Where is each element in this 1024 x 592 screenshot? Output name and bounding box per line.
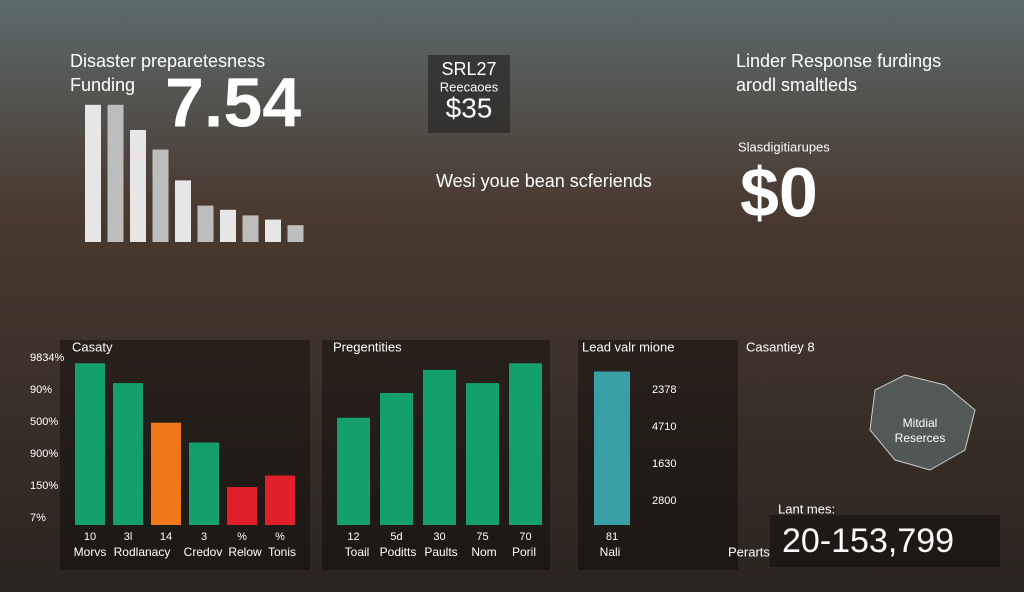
- ticker-amount: $35: [446, 92, 493, 123]
- bar: [152, 149, 169, 242]
- map-label: Mitdial: [903, 416, 938, 430]
- label: Slasdigitiarupes: [738, 139, 830, 154]
- y-tick-label: 9834%: [30, 352, 64, 364]
- bar-label: 30: [433, 531, 445, 543]
- panel: [770, 515, 1000, 567]
- title: Disaster preparetesness: [70, 51, 265, 71]
- category-label: Poril: [512, 545, 536, 559]
- y-tick-label: 90%: [30, 384, 52, 396]
- bar: [75, 363, 105, 525]
- label: Lant mes:: [778, 501, 835, 516]
- bar: [151, 422, 181, 525]
- category-label: Nali: [600, 545, 621, 559]
- bar: [242, 215, 259, 242]
- bar-label: %: [275, 531, 285, 543]
- y-tick-label: 150%: [30, 480, 58, 492]
- category-label: Credov: [184, 545, 223, 559]
- chart-title: Lead valr mione: [582, 339, 675, 354]
- bar: [423, 369, 456, 525]
- y-tick-label: 500%: [30, 416, 58, 428]
- bar-label: 12: [347, 531, 359, 543]
- title: Funding: [70, 75, 135, 95]
- y-tick-label: 900%: [30, 448, 58, 460]
- category-label: Morvs: [74, 545, 107, 559]
- bar: [85, 104, 101, 242]
- chart-title: Casantiey 8: [746, 339, 815, 354]
- y-tick-label: 2378: [652, 384, 676, 396]
- bar: [107, 104, 124, 242]
- bar: [466, 383, 499, 525]
- bar: [265, 475, 295, 525]
- bar: [594, 371, 630, 525]
- category-label: Tonis: [268, 545, 296, 559]
- ticker-code: SRL27: [441, 59, 496, 79]
- chart-title: Casaty: [72, 339, 113, 354]
- bar: [337, 417, 370, 525]
- big-figure: 20-153,799: [782, 522, 954, 560]
- category-label: Poditts: [380, 545, 417, 559]
- title: Linder Response furdings: [736, 51, 941, 71]
- label: Perarts: [728, 544, 770, 559]
- title: arodl smaltleds: [736, 75, 857, 95]
- bar-label: 10: [84, 531, 96, 543]
- bar: [175, 180, 191, 242]
- y-tick-label: 2800: [652, 495, 676, 507]
- bar-label: 81: [606, 531, 618, 543]
- bar: [130, 130, 146, 242]
- bar-label: %: [237, 531, 247, 543]
- bar-label: 14: [160, 531, 172, 543]
- caption: Wesi youe bean scferiends: [436, 171, 652, 191]
- bar: [189, 442, 219, 525]
- category-label: Nom: [471, 545, 496, 559]
- bar-label: 5d: [390, 531, 402, 543]
- bar-label: 3: [201, 531, 207, 543]
- category-label: Paults: [424, 545, 457, 559]
- bar: [227, 487, 257, 525]
- ticker-sub: Reecaoes: [440, 79, 499, 94]
- bar: [265, 219, 281, 242]
- map-label: Reserces: [895, 431, 946, 445]
- bar-label: 70: [519, 531, 531, 543]
- big-figure: 7.54: [165, 63, 301, 141]
- bar-label: 3l: [124, 531, 133, 543]
- big-figure: $0: [740, 153, 818, 231]
- bar-label: 75: [476, 531, 488, 543]
- y-tick-label: 7%: [30, 512, 46, 524]
- bar: [113, 383, 143, 525]
- bar: [509, 363, 542, 525]
- map-shape: [869, 374, 976, 471]
- y-tick-label: 1630: [652, 458, 676, 470]
- chart-title: Pregentities: [333, 339, 402, 354]
- bar: [287, 225, 304, 242]
- category-label: Toail: [345, 545, 370, 559]
- ticker-box: [428, 55, 510, 133]
- bar: [380, 393, 413, 525]
- y-tick-label: 4710: [652, 421, 676, 433]
- bar: [197, 205, 214, 242]
- category-label: Rodlanacy: [114, 545, 171, 559]
- category-label: Relow: [228, 545, 262, 559]
- bar: [220, 209, 236, 242]
